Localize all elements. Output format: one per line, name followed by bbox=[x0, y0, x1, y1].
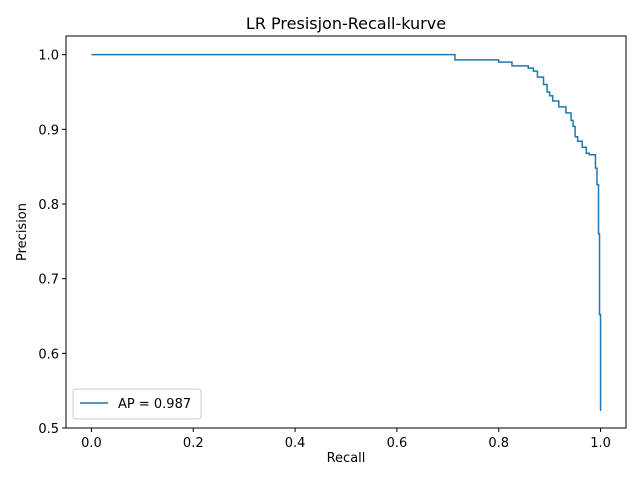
legend-entry-label: AP = 0.987 bbox=[118, 397, 191, 412]
y-tick-label: 1.0 bbox=[38, 49, 59, 64]
y-tick-label: 0.9 bbox=[38, 123, 59, 138]
legend: AP = 0.987 bbox=[72, 388, 202, 420]
x-tick-label: 0.0 bbox=[81, 436, 102, 451]
y-axis: 0.5 0.6 0.7 0.8 0.9 1.0 bbox=[38, 49, 66, 437]
x-tick-label: 0.8 bbox=[488, 436, 509, 451]
y-tick-label: 0.7 bbox=[38, 273, 59, 288]
x-axis-label: Recall bbox=[327, 451, 366, 466]
x-tick-label: 0.6 bbox=[387, 436, 408, 451]
x-tick-label: 0.4 bbox=[285, 436, 306, 451]
y-tick-label: 0.6 bbox=[38, 347, 59, 362]
x-axis: 0.0 0.2 0.4 0.6 0.8 1.0 bbox=[81, 428, 611, 451]
y-tick-label: 0.5 bbox=[38, 422, 59, 437]
axes-frame bbox=[65, 35, 627, 429]
y-axis-label: Precision bbox=[15, 203, 30, 261]
pr-curve-line bbox=[91, 53, 602, 411]
y-tick-label: 0.8 bbox=[38, 198, 59, 213]
x-tick-label: 1.0 bbox=[590, 436, 611, 451]
plot-area bbox=[91, 53, 602, 411]
chart-title: LR Presisjon-Recall-kurve bbox=[246, 14, 446, 33]
x-tick-label: 0.2 bbox=[183, 436, 204, 451]
legend-box bbox=[72, 388, 202, 420]
